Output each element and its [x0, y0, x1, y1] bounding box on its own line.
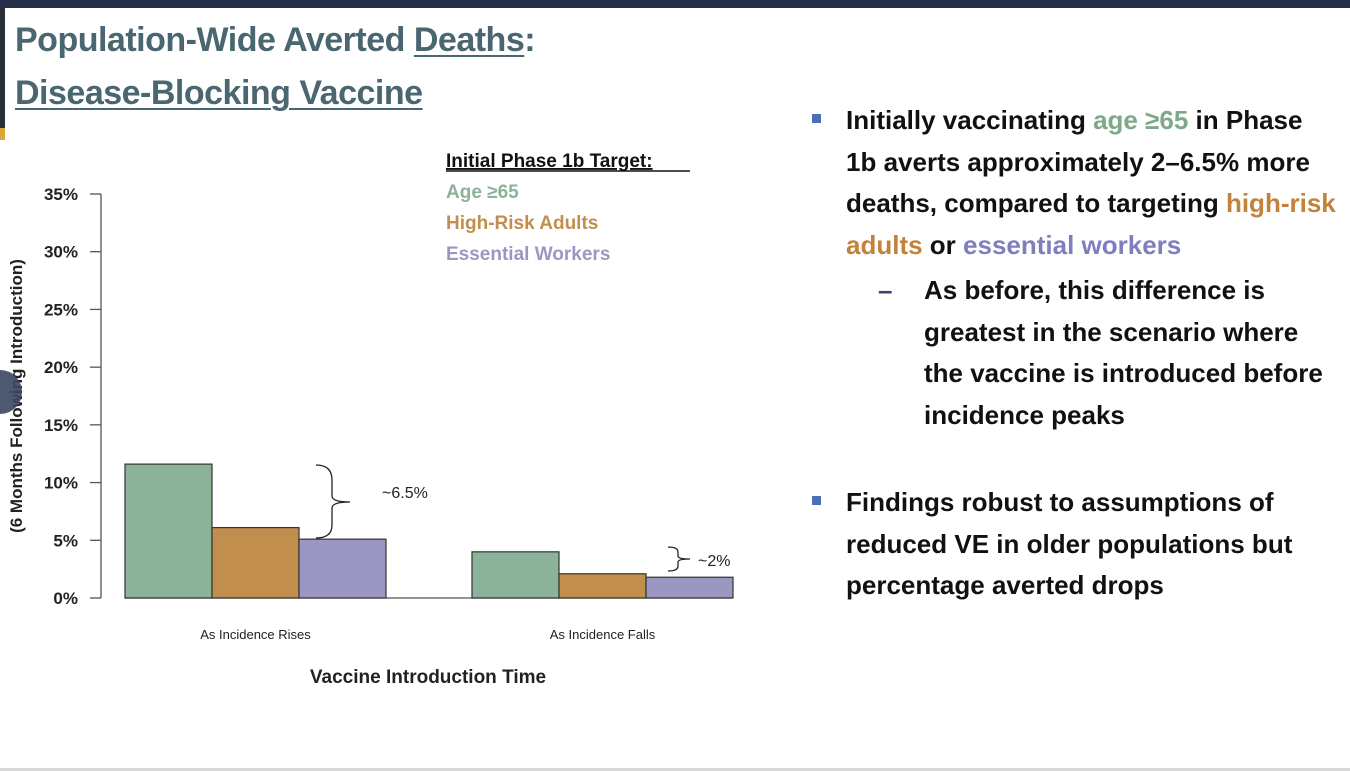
- legend-entry: Essential Workers: [446, 244, 610, 265]
- title-underlined: Deaths: [413, 21, 525, 59]
- bullet-1-essential: essential workers: [963, 229, 1182, 260]
- bullet-square-icon: [812, 114, 821, 123]
- dash-icon: –: [878, 275, 893, 305]
- slide-accent-bar: [0, 8, 5, 133]
- bar-1-2: [645, 576, 734, 599]
- bar-1-0: [471, 551, 560, 599]
- y-tick-label: 15%: [44, 416, 78, 435]
- window-top-bar: [0, 0, 1350, 8]
- bullet-2: Findings robust to assumptions of reduce…: [812, 482, 1337, 607]
- legend-title: Initial Phase 1b Target:: [446, 151, 653, 172]
- bullet-1-text-b: in Phase 1b averts approximately 2–6.5% …: [846, 105, 1310, 218]
- slide-accent-gold: [0, 128, 5, 140]
- bottom-bar: [0, 768, 1350, 771]
- x-tick-label: As Incidence Falls: [550, 627, 656, 642]
- annotation-label: ~2%: [698, 553, 730, 570]
- legend-entry: High-Risk Adults: [446, 213, 598, 234]
- brace-icon: [667, 546, 691, 572]
- presenter-overlay-circle[interactable]: [0, 370, 22, 414]
- y-tick-label: 35%: [44, 185, 78, 204]
- y-tick-label: 0%: [53, 589, 78, 608]
- bar-1-1: [558, 573, 647, 599]
- bullet-2-text: Findings robust to assumptions of reduce…: [846, 487, 1293, 600]
- title-colon: :: [524, 21, 536, 59]
- bullet-1-high-risk: high-risk adults: [846, 188, 1336, 260]
- y-tick-label: 25%: [44, 300, 78, 319]
- legend-entry: Age ≥65: [446, 182, 519, 203]
- x-axis-label: Vaccine Introduction Time: [310, 667, 546, 688]
- slide-title: Population-Wide Averted Deaths: Disease-…: [15, 14, 536, 120]
- x-tick-label: As Incidence Rises: [200, 627, 311, 642]
- y-tick-label: 5%: [53, 531, 78, 550]
- y-tick-label: 10%: [44, 474, 78, 493]
- bar-0-1: [211, 526, 300, 599]
- y-tick-label: 20%: [44, 358, 78, 377]
- y-tick-label: 30%: [44, 243, 78, 262]
- bar-0-0: [124, 463, 213, 599]
- bullet-square-icon: [812, 496, 821, 505]
- annotation-label: ~6.5%: [382, 485, 428, 502]
- brace-icon: [315, 464, 351, 539]
- sub-bullet-1-text: As before, this difference is greatest i…: [924, 275, 1323, 430]
- bullet-1-text-c: or: [922, 229, 964, 260]
- bullet-1-text: Initially vaccinating: [846, 105, 1094, 135]
- title-part1: Population-Wide Averted: [15, 21, 414, 59]
- sub-bullet-1: – As before, this difference is greatest…: [812, 270, 1337, 436]
- title-line2: Disease-Blocking Vaccine: [15, 74, 423, 112]
- bullet-list: Initially vaccinating age ≥65 in Phase 1…: [812, 100, 1337, 607]
- bar-0-2: [298, 538, 387, 599]
- bullet-1: Initially vaccinating age ≥65 in Phase 1…: [812, 100, 1337, 266]
- bullet-1-age: age ≥65: [1093, 105, 1189, 135]
